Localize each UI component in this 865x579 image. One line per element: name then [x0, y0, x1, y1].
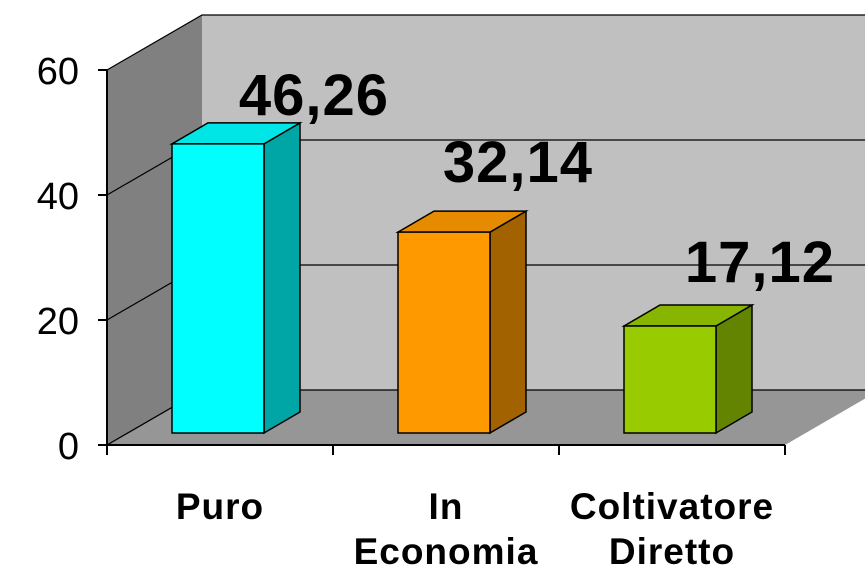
bar-front — [397, 231, 491, 434]
y-axis: 0 20 40 60 — [37, 51, 108, 468]
bar-side — [489, 209, 527, 435]
bars — [169, 121, 755, 435]
data-label: 46,26 — [239, 63, 389, 128]
back-wall — [202, 15, 865, 390]
bar-2 — [395, 209, 529, 435]
y-tick-label: 60 — [37, 51, 79, 93]
gridline — [106, 14, 865, 71]
category-label: In Economia — [354, 486, 539, 572]
category-label-line: Puro — [176, 486, 264, 527]
category-label-line: Diretto — [609, 531, 735, 572]
category-label: Coltivatore Diretto — [570, 486, 774, 572]
data-label: 32,14 — [443, 130, 593, 195]
category-label-line: In — [429, 486, 464, 527]
data-label: 17,12 — [685, 230, 835, 295]
category-label-line: Economia — [354, 531, 539, 572]
bar-side — [715, 303, 753, 435]
bar-side — [263, 121, 301, 435]
bar-front — [171, 143, 265, 434]
data-labels: 46,26 32,14 17,12 — [239, 63, 835, 295]
category-label-line: Coltivatore — [570, 486, 774, 527]
y-tick-label: 40 — [37, 176, 79, 218]
bar-3 — [621, 303, 755, 435]
x-axis: Puro In Economia Coltivatore Diretto — [106, 444, 786, 572]
bar-front — [623, 325, 717, 434]
bar-1 — [169, 121, 303, 435]
y-tick-label: 0 — [58, 426, 79, 468]
category-label: Puro — [176, 486, 264, 527]
y-tick-label: 20 — [37, 301, 79, 343]
